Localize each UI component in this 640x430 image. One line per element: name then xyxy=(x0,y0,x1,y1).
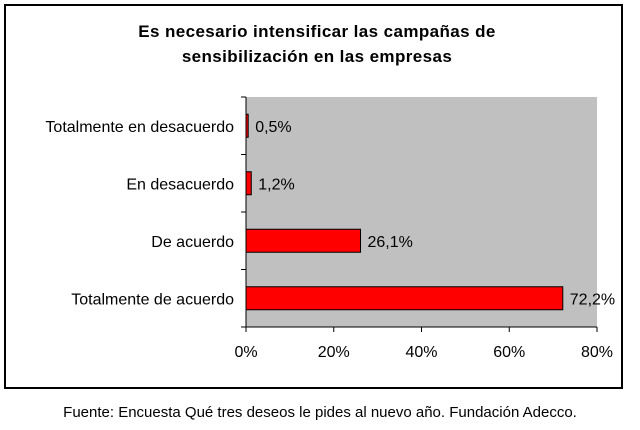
x-tick-label: 20% xyxy=(318,344,350,361)
category-label: En desacuerdo xyxy=(126,176,234,193)
data-label: 0,5% xyxy=(255,119,291,136)
category-label: Totalmente en desacuerdo xyxy=(45,119,234,136)
data-label: 26,1% xyxy=(368,234,413,251)
data-label: 1,2% xyxy=(258,176,294,193)
data-label: 72,2% xyxy=(570,291,615,308)
x-tick-label: 0% xyxy=(234,344,257,361)
category-label: Totalmente de acuerdo xyxy=(71,291,234,308)
bar xyxy=(245,228,362,253)
bar xyxy=(245,171,252,196)
bar xyxy=(245,113,249,138)
bar xyxy=(245,286,564,311)
x-tick-label: 40% xyxy=(405,344,437,361)
x-tick-label: 80% xyxy=(581,344,613,361)
chart-title-line-2: sensibilización en las empresas xyxy=(182,47,452,66)
chart-title-line-1: Es necesario intensificar las campañas d… xyxy=(138,22,496,41)
x-tick-label: 60% xyxy=(493,344,525,361)
category-label: De acuerdo xyxy=(151,234,234,251)
source-note: Fuente: Encuesta Qué tres deseos le pide… xyxy=(63,404,577,421)
